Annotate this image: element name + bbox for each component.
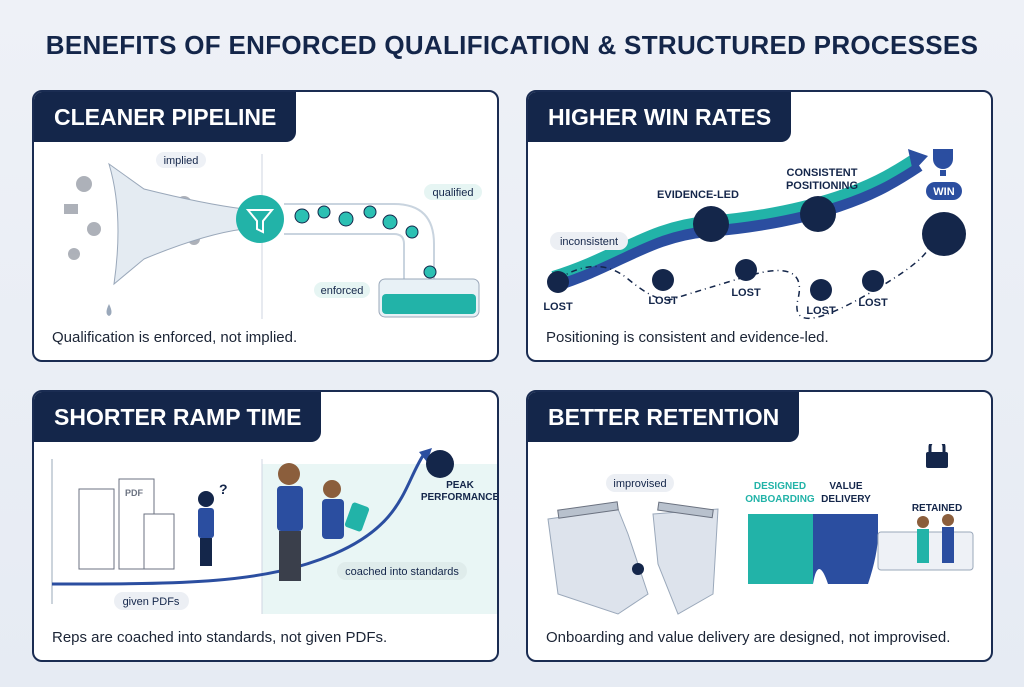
label-given-pdfs: given PDFs [123, 596, 180, 608]
label-consistent: CONSISTENT [787, 167, 858, 179]
handshake-icon [922, 212, 966, 256]
lost-label: LOST [858, 297, 888, 309]
coach-icon [277, 463, 370, 581]
label-qualified: qualified [433, 187, 474, 199]
panel-caption: Positioning is consistent and evidence-l… [546, 329, 829, 346]
lock-icon [926, 444, 948, 468]
label-retained: RETAINED [912, 503, 962, 514]
label-coached: coached into standards [345, 566, 459, 578]
pdf-label: PDF [125, 488, 144, 498]
label-delivery: DELIVERY [821, 494, 871, 505]
award-ribbon-icon [800, 196, 836, 232]
page-title: BENEFITS OF ENFORCED QUALIFICATION & STR… [45, 30, 979, 60]
question-mark: ? [219, 481, 228, 497]
lost-label: LOST [648, 295, 678, 307]
panel-heading: CLEANER PIPELINE [34, 92, 297, 142]
label-implied: implied [164, 155, 199, 167]
funnel-icon [236, 195, 284, 243]
panel-higher-win-rates: HIGHER WIN RATES inconsistent EVIDENCE-L… [526, 90, 993, 362]
customers-icon [917, 514, 954, 563]
pdf-stack-icon [78, 478, 175, 570]
panel-heading: BETTER RETENTION [528, 392, 800, 442]
pipeline-illustration: implied qualified enforced [64, 152, 482, 319]
label-onboarding: ONBOARDING [745, 494, 815, 505]
label-enforced: enforced [321, 285, 364, 297]
label-improvised: improvised [613, 478, 666, 490]
panel-better-retention: BETTER RETENTION improvised DESIGNED ONB… [526, 390, 993, 662]
panel-heading: HIGHER WIN RATES [528, 92, 792, 142]
ramp-illustration: PDF ? PEAK PERFORMANCE coached into stan… [51, 448, 497, 614]
panel-caption: Reps are coached into standards, not giv… [52, 629, 388, 646]
broken-bridge-icon [547, 508, 719, 615]
label-designed: DESIGNED [754, 481, 806, 492]
panel-caption: Qualification is enforced, not implied. [52, 329, 298, 346]
falling-person-icon [632, 563, 644, 575]
win-rate-illustration: inconsistent EVIDENCE-LED CONSISTENT POS… [543, 149, 966, 320]
label-value: VALUE [829, 481, 862, 492]
peak-performance-icon [426, 450, 454, 478]
label-evidence-led: EVIDENCE-LED [657, 189, 739, 201]
lost-label: LOST [806, 305, 836, 317]
drop-icon [106, 304, 112, 316]
label-performance: PERFORMANCE [421, 492, 497, 503]
panel-caption: Onboarding and value delivery are design… [546, 629, 951, 646]
panel-heading: SHORTER RAMP TIME [34, 392, 322, 442]
chart-up-icon [693, 206, 729, 242]
retention-illustration: improvised DESIGNED ONBOARDING VALUE DEL… [547, 444, 974, 615]
lost-label: LOST [731, 287, 761, 299]
label-peak: PEAK [446, 480, 475, 491]
confused-rep-icon [198, 491, 214, 566]
puzzle-value-delivery [813, 514, 878, 584]
puzzle-onboarding [748, 514, 813, 584]
panel-cleaner-pipeline: CLEANER PIPELINE implied qualified enfor… [32, 90, 499, 362]
label-positioning: POSITIONING [786, 180, 858, 192]
trophy-icon [933, 149, 953, 176]
lost-label: LOST [543, 301, 573, 313]
panel-shorter-ramp-time: SHORTER RAMP TIME PDF ? PEAK PERFORMANCE… [32, 390, 499, 662]
label-inconsistent: inconsistent [560, 236, 618, 248]
win-badge: WIN [933, 186, 954, 198]
